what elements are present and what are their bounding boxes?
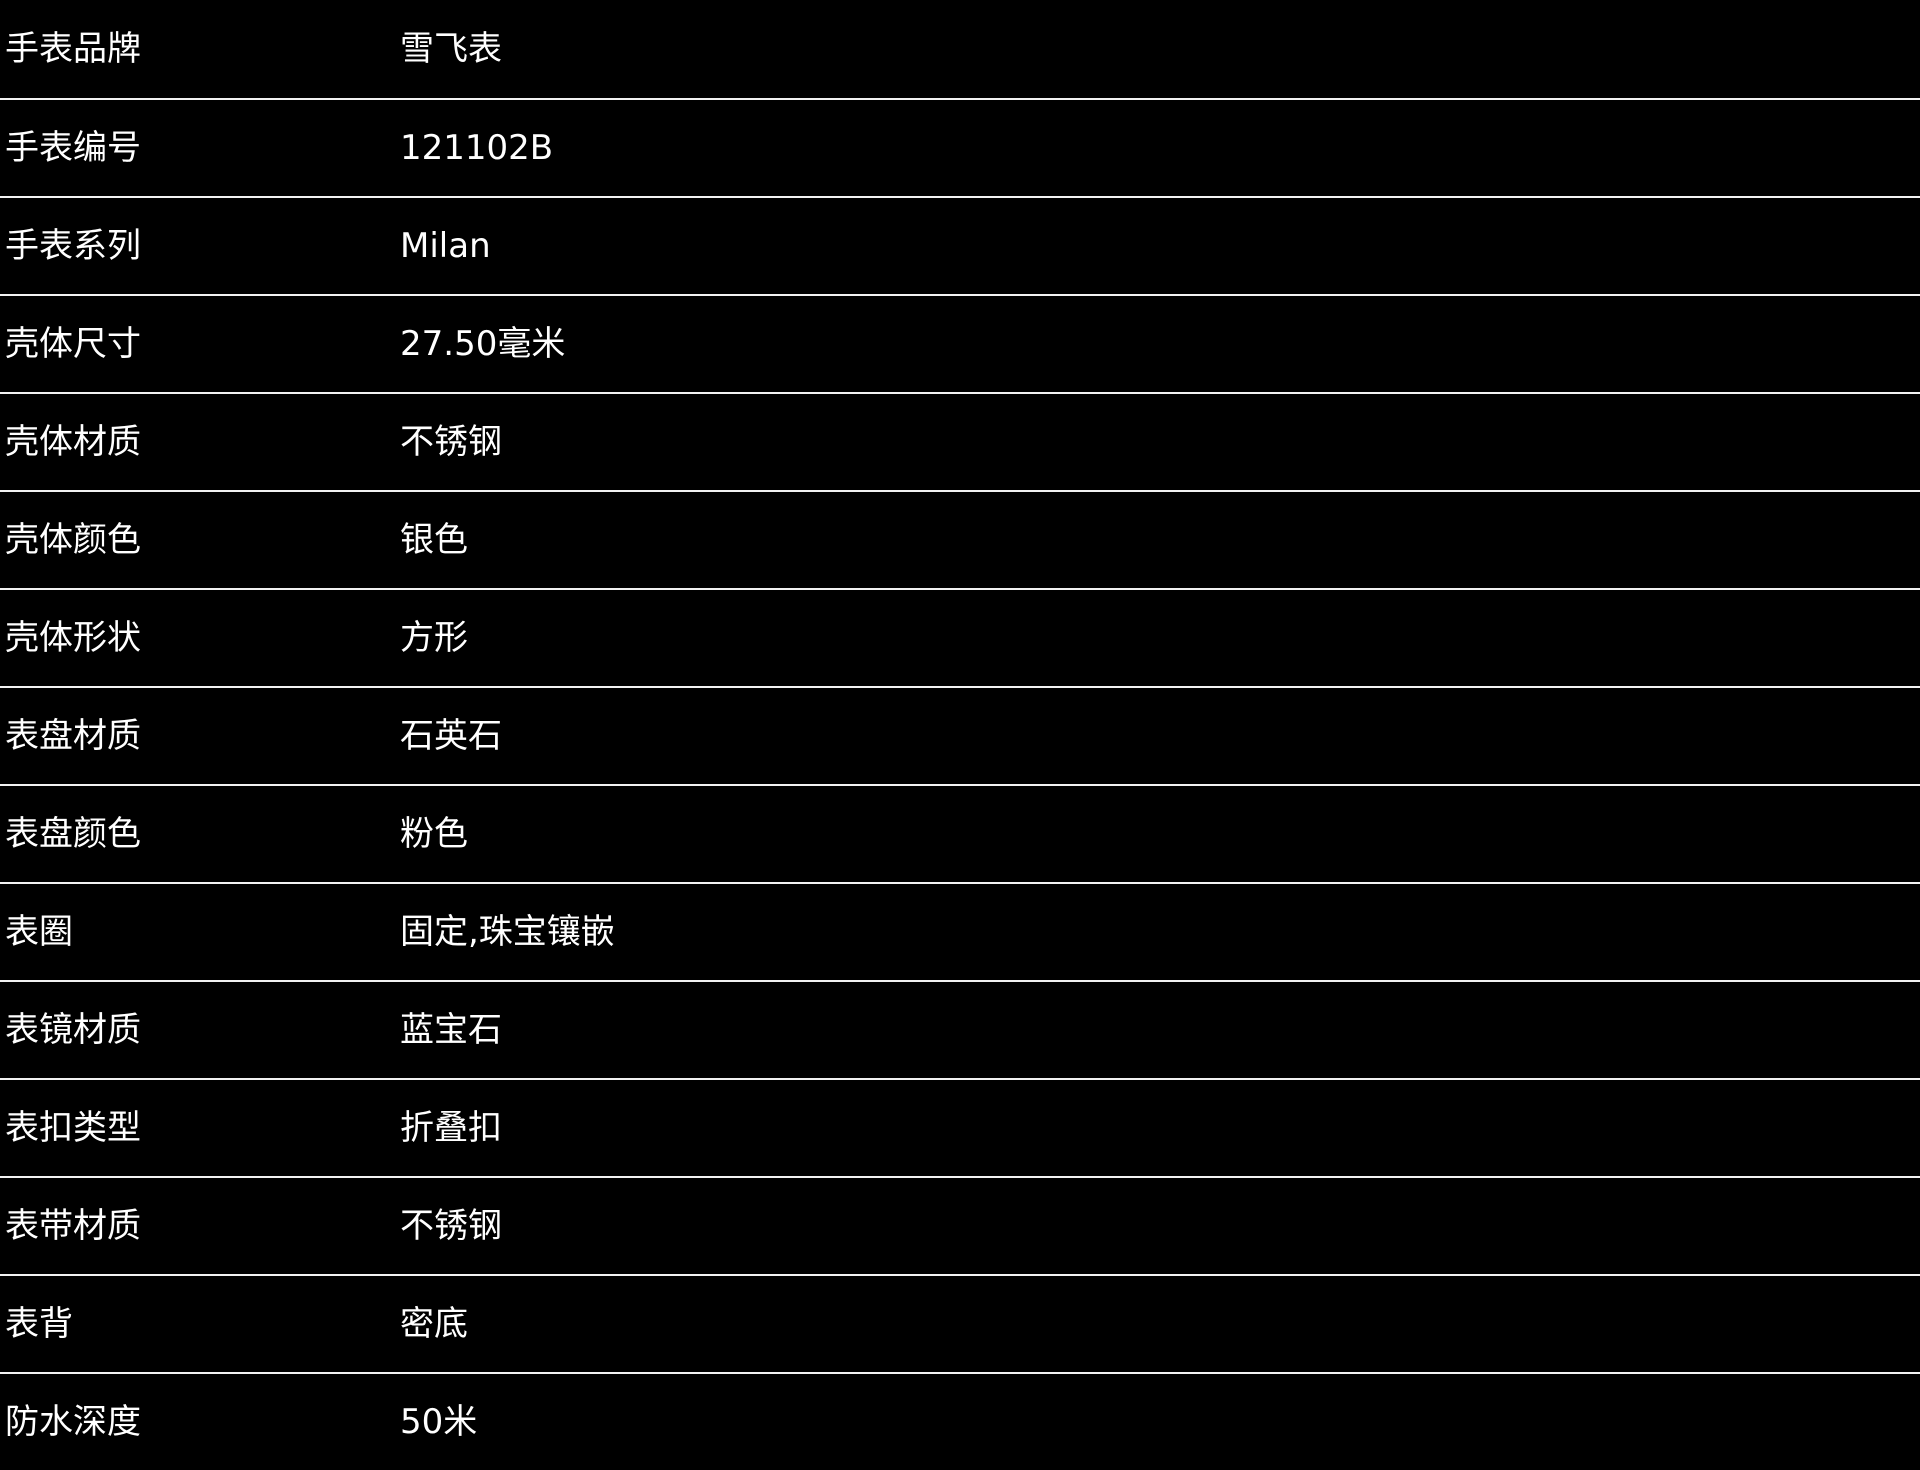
spec-value: 固定,珠宝镶嵌 xyxy=(400,912,615,952)
spec-label: 壳体材质 xyxy=(5,422,141,462)
spec-label: 壳体颜色 xyxy=(5,520,141,560)
spec-value: 121102B xyxy=(400,128,554,168)
spec-value: Milan xyxy=(400,226,491,266)
spec-row: 手表品牌 雪飞表 xyxy=(0,0,1920,98)
spec-label: 表盘材质 xyxy=(5,716,141,756)
spec-label: 壳体尺寸 xyxy=(5,324,141,364)
spec-row: 表圈 固定,珠宝镶嵌 xyxy=(0,882,1920,980)
spec-value: 不锈钢 xyxy=(400,1206,502,1246)
spec-label: 防水深度 xyxy=(5,1402,141,1442)
spec-value: 银色 xyxy=(400,520,468,560)
spec-label: 表镜材质 xyxy=(5,1010,141,1050)
spec-value: 折叠扣 xyxy=(400,1108,502,1148)
spec-label: 表带材质 xyxy=(5,1206,141,1246)
spec-label: 表盘颜色 xyxy=(5,814,141,854)
spec-value: 密底 xyxy=(400,1304,468,1344)
spec-value: 蓝宝石 xyxy=(400,1010,502,1050)
spec-value: 方形 xyxy=(400,618,468,658)
spec-row: 表扣类型 折叠扣 xyxy=(0,1078,1920,1176)
spec-value: 粉色 xyxy=(400,814,468,854)
spec-value: 27.50毫米 xyxy=(400,324,566,364)
spec-label: 表圈 xyxy=(5,912,73,952)
spec-row: 表带材质 不锈钢 xyxy=(0,1176,1920,1274)
spec-label: 手表品牌 xyxy=(5,29,141,69)
spec-value: 雪飞表 xyxy=(400,29,502,69)
spec-row: 壳体颜色 银色 xyxy=(0,490,1920,588)
spec-label: 表扣类型 xyxy=(5,1108,141,1148)
spec-row: 表背 密底 xyxy=(0,1274,1920,1372)
spec-label: 壳体形状 xyxy=(5,618,141,658)
spec-row: 表盘材质 石英石 xyxy=(0,686,1920,784)
spec-row: 壳体材质 不锈钢 xyxy=(0,392,1920,490)
spec-label: 表背 xyxy=(5,1304,73,1344)
spec-row: 手表系列 Milan xyxy=(0,196,1920,294)
spec-value: 50米 xyxy=(400,1402,478,1442)
spec-value: 不锈钢 xyxy=(400,422,502,462)
spec-row: 表盘颜色 粉色 xyxy=(0,784,1920,882)
spec-row: 手表编号 121102B xyxy=(0,98,1920,196)
spec-row: 壳体尺寸 27.50毫米 xyxy=(0,294,1920,392)
spec-row: 表镜材质 蓝宝石 xyxy=(0,980,1920,1078)
spec-label: 手表系列 xyxy=(5,226,141,266)
spec-row: 防水深度 50米 xyxy=(0,1372,1920,1470)
spec-label: 手表编号 xyxy=(5,128,141,168)
spec-value: 石英石 xyxy=(400,716,502,756)
spec-row: 壳体形状 方形 xyxy=(0,588,1920,686)
